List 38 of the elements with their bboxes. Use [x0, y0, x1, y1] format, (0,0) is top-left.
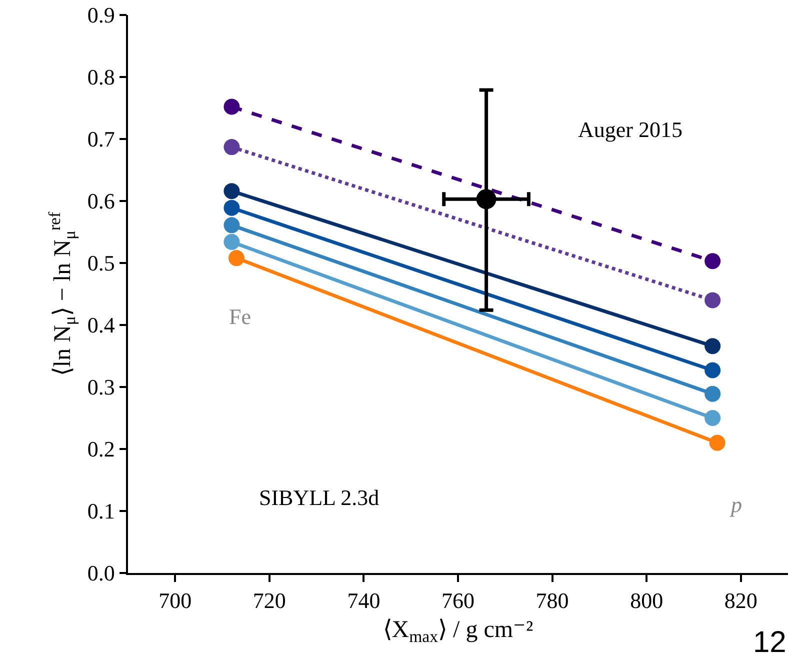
- y-tick-label: 0.0: [87, 560, 115, 586]
- point: [476, 189, 496, 210]
- point: [224, 139, 240, 156]
- point: [704, 386, 721, 402]
- x-tick-label: 800: [630, 588, 664, 614]
- point: [704, 362, 721, 378]
- x-axis-title: ⟨X$_{max}$⟩ / g cm⁻²: [382, 616, 534, 646]
- text: 12: [753, 626, 786, 659]
- y-tick-label: 0.1: [87, 498, 115, 524]
- y-tick-label: 0.6: [87, 188, 115, 214]
- x-tick-label: 720: [252, 588, 286, 614]
- point: [224, 183, 240, 200]
- point: [704, 338, 721, 354]
- point: [224, 98, 240, 115]
- y-tick-label: 0.8: [87, 64, 115, 90]
- y-tick-label: 0.9: [87, 2, 115, 28]
- point: [224, 217, 240, 234]
- point: [224, 200, 240, 216]
- y-tick-label: 0.3: [87, 374, 115, 400]
- y-tick-label: 0.7: [87, 126, 115, 152]
- annotation: Auger 2015: [578, 117, 682, 142]
- x-tick-label: 740: [347, 588, 380, 614]
- y-tick-label: 0.5: [87, 250, 115, 276]
- y-tick-label: 0.2: [87, 436, 115, 462]
- x-tick-label: 780: [536, 588, 569, 614]
- x-tick-label: 700: [158, 588, 192, 614]
- annotation: SIBYLL 2.3d: [259, 485, 380, 510]
- annotation: Fe: [229, 304, 251, 329]
- y-tick-label: 0.4: [87, 312, 115, 338]
- point: [704, 253, 721, 270]
- annotation: p: [729, 492, 742, 517]
- x-tick-label: 820: [724, 588, 758, 614]
- point: [704, 292, 721, 308]
- point: [709, 434, 726, 451]
- point: [228, 250, 244, 266]
- point: [224, 234, 240, 250]
- x-tick-label: 760: [442, 588, 474, 614]
- point: [704, 410, 721, 426]
